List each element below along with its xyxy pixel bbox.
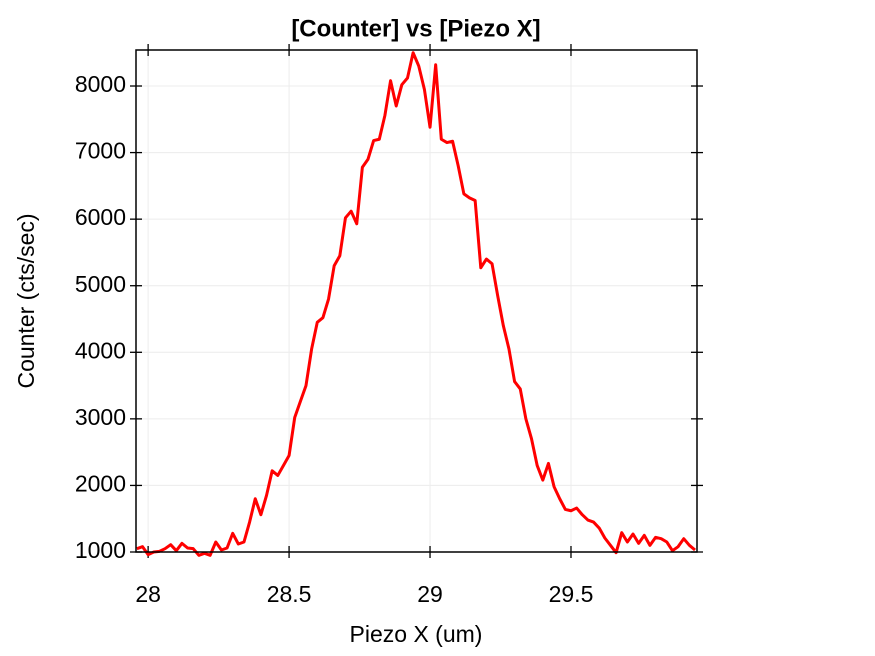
x-tick-label: 28.5: [267, 581, 312, 607]
x-tick-label: 29.5: [549, 581, 594, 607]
y-tick-label: 3000: [75, 404, 126, 430]
plot-frame: [135, 49, 698, 553]
x-axis-label: Piezo X (um): [350, 621, 483, 647]
x-tick-label: 28: [135, 581, 161, 607]
y-tick-label: 6000: [75, 204, 126, 230]
chart-title: [Counter] vs [Piezo X]: [291, 15, 540, 42]
x-tick-label: 29: [417, 581, 443, 607]
y-tick-label: 2000: [75, 471, 126, 497]
y-tick-label: 5000: [75, 271, 126, 297]
y-axis-label: Counter (cts/sec): [13, 213, 39, 388]
y-tick-label: 7000: [75, 138, 126, 164]
y-tick-label: 4000: [75, 337, 126, 363]
data-line: [136, 51, 696, 557]
y-tick-label: 8000: [75, 71, 126, 97]
y-tick-label: 1000: [75, 537, 126, 563]
